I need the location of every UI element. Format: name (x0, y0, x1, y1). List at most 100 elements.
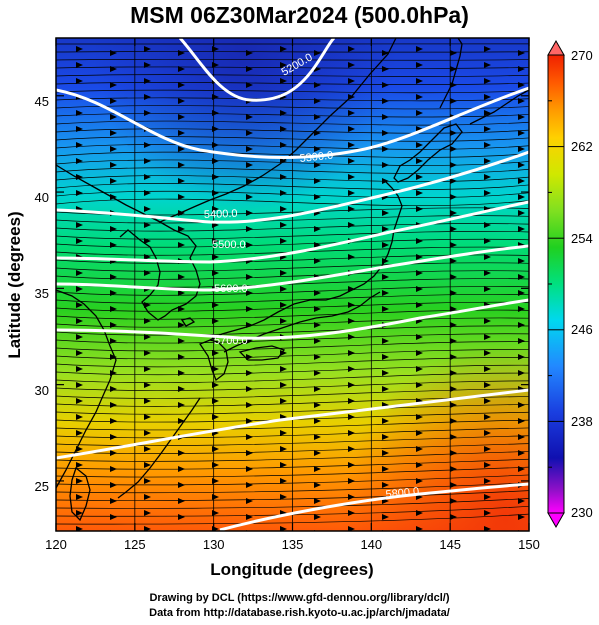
wind-arrow (280, 269, 287, 276)
wind-arrow (382, 465, 389, 472)
wind-arrow (416, 413, 423, 420)
coast-kurils (469, 89, 529, 125)
wind-arrow (178, 81, 185, 88)
wind-arrow (416, 45, 423, 52)
x-tick-label: 150 (518, 537, 540, 552)
wind-arrow (382, 289, 389, 296)
wind-arrow (144, 413, 151, 420)
wind-arrow (416, 269, 423, 276)
wind-arrow (348, 61, 355, 68)
wind-arrow (450, 401, 457, 408)
wind-arrow (484, 173, 491, 180)
wind-arrow (110, 465, 117, 472)
contour-label-5600: 5600.0 (214, 283, 248, 295)
wind-arrow (144, 333, 151, 340)
wind-arrow (178, 465, 185, 472)
streamline (56, 66, 529, 69)
wind-arrow (110, 273, 117, 280)
wind-arrow (178, 337, 185, 344)
wind-arrow (518, 257, 525, 264)
wind-arrow (314, 401, 321, 408)
wind-arrow (314, 433, 321, 440)
wind-arrow (314, 177, 321, 184)
streamline (56, 388, 529, 399)
wind-arrow (76, 125, 83, 132)
wind-arrow (314, 321, 321, 328)
wind-arrow (484, 269, 491, 276)
wind-arrow (280, 173, 287, 180)
wind-arrow (280, 349, 287, 356)
wind-arrow (450, 353, 457, 360)
wind-arrow (416, 301, 423, 308)
wind-arrow (110, 97, 117, 104)
streamline (56, 427, 529, 439)
wind-arrow (416, 445, 423, 452)
wind-arrow (178, 129, 185, 136)
contour-label-5300: 5300.0 (299, 150, 334, 165)
wind-arrow (382, 513, 389, 520)
wind-arrow (518, 497, 525, 504)
wind-arrow (348, 333, 355, 340)
streamline (56, 270, 529, 280)
wind-arrow (382, 49, 389, 56)
streamline (56, 435, 529, 447)
wind-arrow (144, 365, 151, 372)
streamline (56, 474, 529, 486)
wind-arrow (144, 525, 151, 531)
contour-5400 (56, 150, 529, 224)
wind-arrow (484, 125, 491, 132)
wind-arrow (76, 45, 83, 52)
streamline (56, 419, 529, 431)
wind-arrow (518, 513, 525, 520)
wind-arrow (246, 369, 253, 376)
wind-arrow (450, 513, 457, 520)
streamline (56, 490, 529, 501)
wind-arrow (76, 189, 83, 196)
wind-arrow (484, 525, 491, 531)
contour-label-5400: 5400.0 (204, 208, 238, 221)
wind-arrow (110, 321, 117, 328)
streamline (56, 443, 529, 454)
wind-arrow (178, 177, 185, 184)
wind-arrow (314, 161, 321, 168)
wind-arrow (484, 429, 491, 436)
wind-arrow (416, 253, 423, 260)
x-tick-label: 120 (45, 537, 67, 552)
wind-arrow (416, 77, 423, 84)
wind-arrow (76, 477, 83, 484)
streamline (56, 223, 529, 232)
wind-arrow (280, 461, 287, 468)
wind-arrow (76, 397, 83, 404)
wind-arrow (76, 157, 83, 164)
wind-arrow (314, 129, 321, 136)
wind-arrow (518, 145, 525, 152)
colorbar-label: 270 (571, 48, 593, 63)
contour-5600 (56, 244, 529, 292)
wind-arrow (144, 141, 151, 148)
wind-arrow (76, 141, 83, 148)
contour-5500 (56, 200, 529, 264)
wind-arrow (144, 189, 151, 196)
wind-arrow (178, 289, 185, 296)
streamline (56, 175, 529, 182)
wind-arrow (280, 109, 287, 116)
wind-arrow (144, 77, 151, 84)
wind-arrow (110, 353, 117, 360)
wind-arrow (314, 113, 321, 120)
wind-arrow (518, 289, 525, 296)
streamline (56, 341, 529, 352)
coast-manchuria (56, 38, 397, 223)
wind-arrow (144, 397, 151, 404)
wind-arrow (314, 225, 321, 232)
wind-arrow (246, 417, 253, 424)
wind-arrow (348, 397, 355, 404)
coast-honshu (209, 181, 403, 341)
wind-arrow (450, 337, 457, 344)
wind-arrow (178, 481, 185, 488)
streamline (56, 136, 529, 142)
wind-arrow (484, 381, 491, 388)
streamline (56, 238, 529, 248)
wind-arrow (348, 349, 355, 356)
wind-arrow (450, 193, 457, 200)
wind-arrow (314, 385, 321, 392)
